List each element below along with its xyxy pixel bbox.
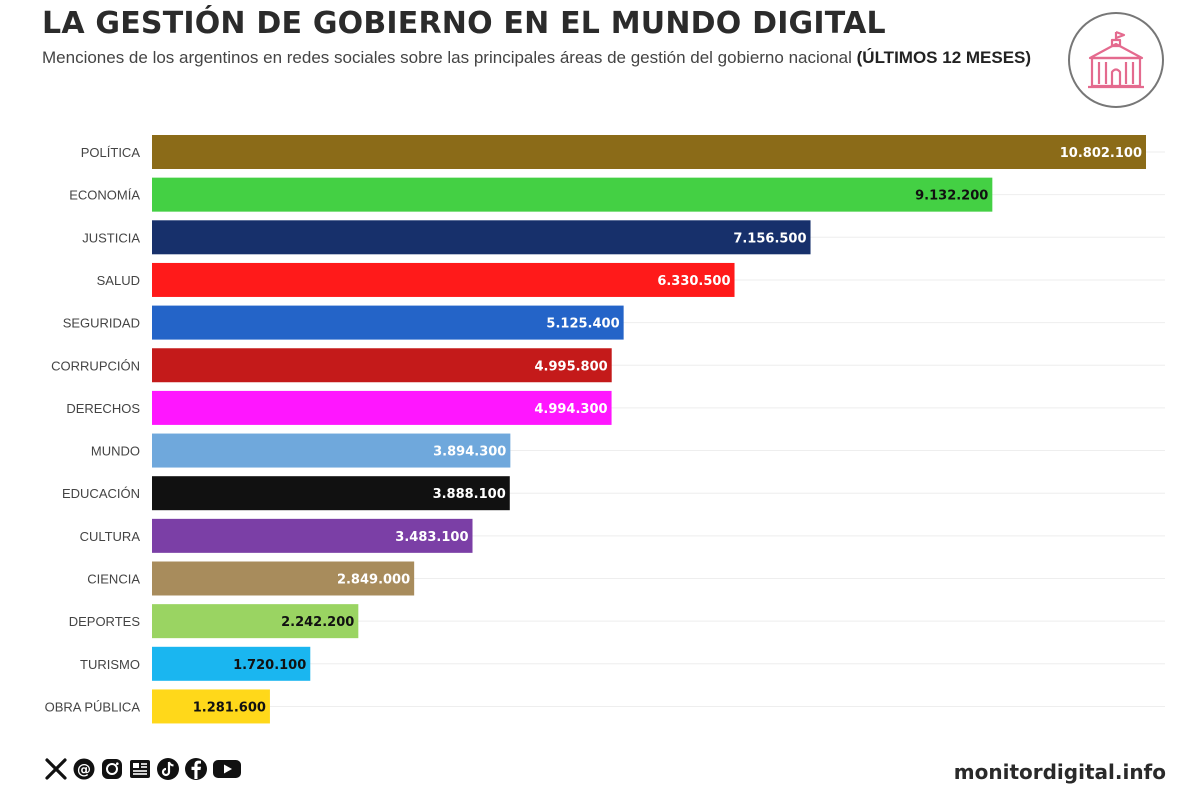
category-label: CORRUPCIÓN <box>51 358 140 373</box>
government-building-icon <box>1068 12 1164 108</box>
category-label: DEPORTES <box>69 614 141 629</box>
bar-justicia <box>152 220 811 255</box>
category-label: JUSTICIA <box>82 230 140 245</box>
facebook-icon[interactable] <box>184 757 208 781</box>
subtitle-period: (ÚLTIMOS 12 MESES) <box>856 48 1032 67</box>
chart-title: LA GESTIÓN DE GOBIERNO EN EL MUNDO DIGIT… <box>42 6 886 41</box>
value-label: 3.483.100 <box>395 530 468 545</box>
bar-derechos <box>152 390 612 425</box>
category-label: EDUCACIÓN <box>62 486 140 501</box>
category-label: POLÍTICA <box>81 145 141 160</box>
threads-icon[interactable]: @ <box>72 757 96 781</box>
category-label: CIENCIA <box>87 572 140 587</box>
category-label: ECONOMÍA <box>69 188 140 203</box>
site-url[interactable]: monitordigital.info <box>953 760 1166 784</box>
bar-mundo <box>152 433 511 468</box>
category-label: SALUD <box>97 273 140 288</box>
category-label: DERECHOS <box>66 401 140 416</box>
value-label: 7.156.500 <box>733 231 806 246</box>
bar-política <box>152 135 1146 169</box>
bar-deportes <box>152 604 359 639</box>
subtitle-text: Menciones de los argentinos en redes soc… <box>42 48 852 67</box>
bar-salud <box>152 262 735 297</box>
category-label: OBRA PÚBLICA <box>45 699 141 714</box>
value-label: 3.888.100 <box>433 487 506 502</box>
value-label: 3.894.300 <box>433 445 506 460</box>
value-label: 10.802.100 <box>1060 146 1142 161</box>
value-label: 2.242.200 <box>281 615 354 630</box>
bar-educación <box>152 476 510 511</box>
instagram-icon[interactable] <box>100 757 124 781</box>
value-label: 4.995.800 <box>535 359 608 374</box>
value-label: 4.994.300 <box>534 402 607 417</box>
bar-cultura <box>152 518 473 553</box>
category-label: MUNDO <box>91 444 140 459</box>
svg-text:@: @ <box>77 762 91 778</box>
value-label: 9.132.200 <box>915 189 988 204</box>
bar-corrupción <box>152 348 612 383</box>
bar-economía <box>152 177 993 212</box>
bar-obra-pública <box>152 689 270 724</box>
bar-seguridad <box>152 305 624 340</box>
value-label: 1.281.600 <box>193 700 266 715</box>
x-icon[interactable] <box>44 757 68 781</box>
value-label: 6.330.500 <box>657 274 730 289</box>
tiktok-icon[interactable] <box>156 757 180 781</box>
category-label: SEGURIDAD <box>63 316 140 331</box>
value-label: 2.849.000 <box>337 573 410 588</box>
value-label: 5.125.400 <box>546 317 619 332</box>
category-label: TURISMO <box>80 657 140 672</box>
category-label: CULTURA <box>80 529 141 544</box>
bar-ciencia <box>152 561 415 596</box>
social-icons: @ <box>44 757 242 781</box>
chart-subtitle: Menciones de los argentinos en redes soc… <box>42 48 1031 68</box>
bar-turismo <box>152 646 311 681</box>
news-icon[interactable] <box>128 757 152 781</box>
value-label: 1.720.100 <box>233 658 306 673</box>
youtube-icon[interactable] <box>212 757 242 781</box>
